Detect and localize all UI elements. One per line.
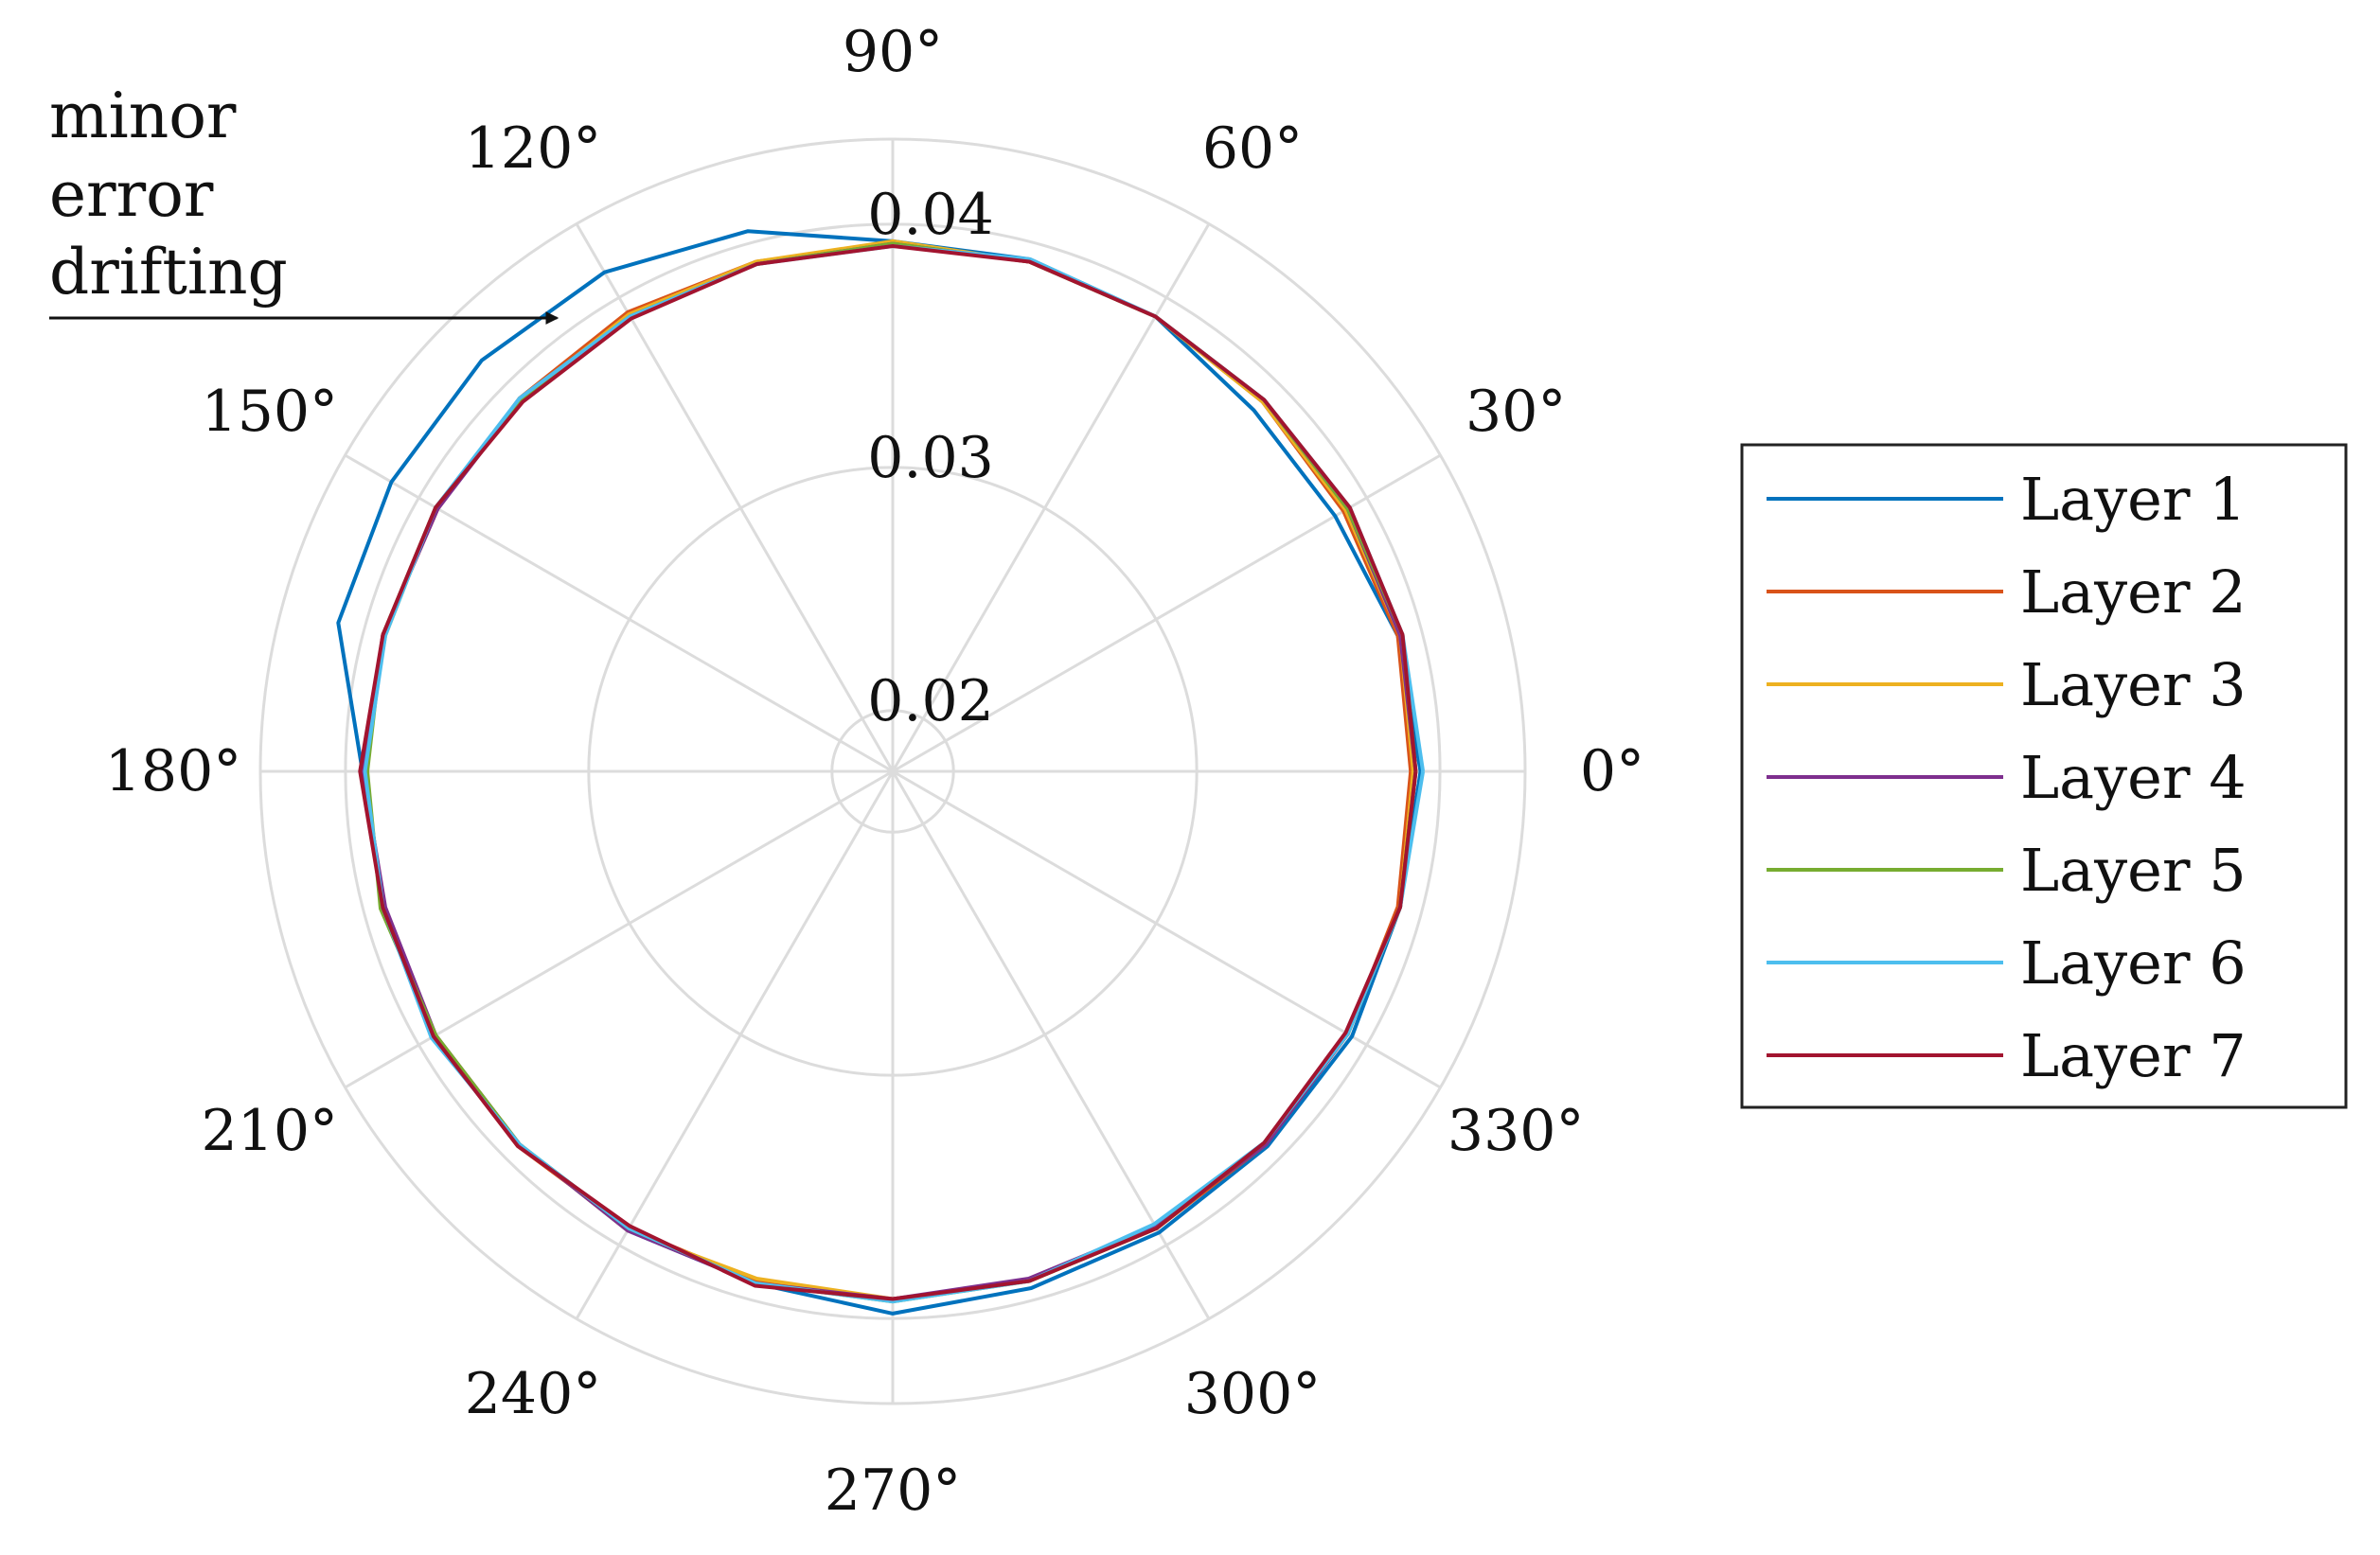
series-line-layer-7 [358, 244, 1418, 1301]
radial-tick-label-2: 0.04 [867, 182, 994, 248]
radial-tick-label-1: 0.03 [867, 425, 994, 491]
angle-tick-label-150: 150° [202, 379, 339, 445]
angle-tick-label-270: 270° [825, 1458, 962, 1524]
grid-spoke-210 [344, 769, 894, 1089]
legend-label-layer-5: Layer 5 [2020, 836, 2247, 905]
legend: Layer 1 Layer 2 Layer 3 Layer 4 Layer 5 Layer… [1740, 443, 2348, 1109]
legend-label-layer-7: Layer 7 [2020, 1021, 2247, 1090]
angle-tick-label-240: 240° [465, 1361, 602, 1427]
angle-tick-label-120: 120° [465, 115, 602, 182]
axis-labels: 0° 30° 60° 90° 120° 150° 180° 210° 240° 270° 300° 3… [105, 19, 1644, 1524]
radial-tick-label-0: 0.02 [867, 668, 994, 734]
angle-tick-label-210: 210° [202, 1098, 339, 1164]
annotation: minor error drifting [49, 80, 559, 325]
annotation-line-2: error [49, 158, 214, 231]
angle-tick-label-0: 0° [1580, 738, 1644, 804]
annotation-line-3: drifting [49, 236, 288, 309]
series-lines [336, 229, 1426, 1316]
polar-grid [258, 137, 1527, 1405]
grid-spoke-240 [575, 770, 895, 1320]
legend-label-layer-6: Layer 6 [2020, 928, 2247, 998]
grid-spoke-330 [892, 769, 1442, 1089]
grid-spoke-120 [575, 222, 895, 772]
legend-label-layer-2: Layer 2 [2020, 557, 2247, 627]
legend-label-layer-1: Layer 1 [2020, 465, 2247, 534]
angle-tick-label-90: 90° [843, 19, 943, 85]
angle-tick-label-300: 300° [1184, 1361, 1322, 1427]
angle-tick-label-60: 60° [1202, 115, 1303, 182]
legend-label-layer-3: Layer 3 [2020, 650, 2247, 719]
grid-spoke-300 [891, 770, 1211, 1320]
legend-label-layer-4: Layer 4 [2020, 743, 2247, 812]
angle-tick-label-180: 180° [105, 738, 242, 804]
angle-tick-label-330: 330° [1448, 1098, 1585, 1164]
angle-tick-label-30: 30° [1465, 379, 1566, 445]
annotation-line-1: minor [49, 80, 237, 152]
grid-spoke-150 [344, 453, 894, 773]
